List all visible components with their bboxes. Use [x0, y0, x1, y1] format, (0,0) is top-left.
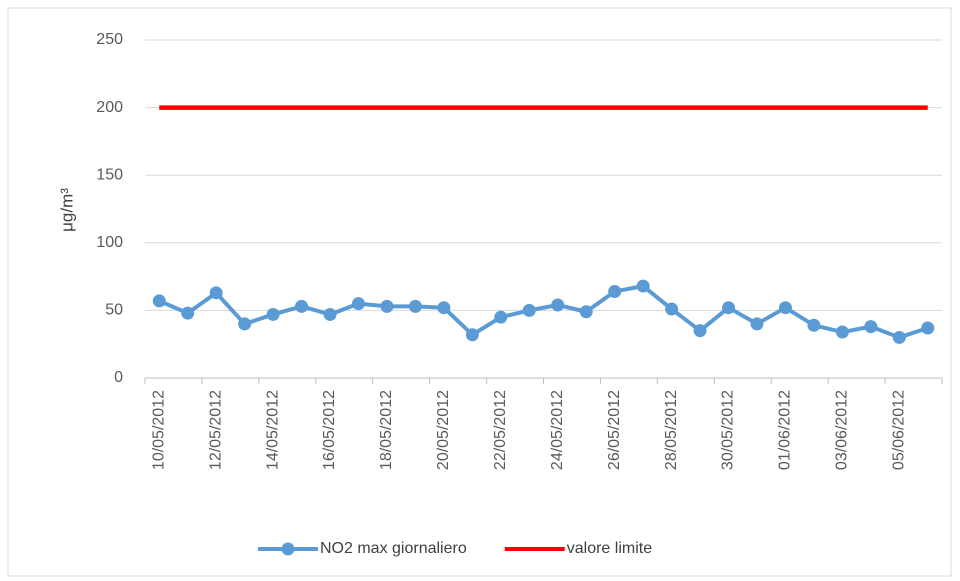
point: [835, 325, 849, 339]
point: [608, 284, 622, 298]
point: [921, 321, 935, 335]
point: [465, 328, 479, 342]
x-tick-label: 14/05/2012: [264, 390, 281, 470]
x-tick-label: 01/06/2012: [777, 390, 794, 470]
y-tick-label: 100: [96, 234, 123, 251]
point: [380, 299, 394, 313]
point: [636, 279, 650, 293]
point: [209, 286, 223, 300]
point: [295, 299, 309, 313]
point: [323, 307, 337, 321]
legend-label: NO2 max giornaliero: [320, 540, 467, 557]
point: [750, 317, 764, 331]
point: [778, 301, 792, 315]
x-tick-label: 10/05/2012: [150, 390, 167, 470]
point: [181, 306, 195, 320]
x-tick-label: 20/05/2012: [435, 390, 452, 470]
point: [693, 324, 707, 338]
x-tick-label: 22/05/2012: [492, 390, 509, 470]
point: [892, 330, 906, 344]
point: [665, 302, 679, 316]
point: [266, 307, 280, 321]
y-axis-title: μg/m³: [57, 188, 76, 232]
chart-frame: [7, 7, 952, 577]
point: [864, 320, 878, 334]
point: [152, 294, 166, 308]
x-tick-label: 03/06/2012: [834, 390, 851, 470]
y-tick-label: 200: [96, 99, 123, 116]
legend-label: valore limite: [567, 540, 652, 557]
point: [579, 305, 593, 319]
point: [522, 303, 536, 317]
x-tick-label: 30/05/2012: [720, 390, 737, 470]
y-tick-label: 50: [105, 302, 123, 319]
x-tick-label: 28/05/2012: [663, 390, 680, 470]
point: [437, 301, 451, 315]
line: [158, 284, 929, 340]
y-tick-label: 250: [96, 31, 123, 48]
point: [807, 318, 821, 332]
x-tick-label: 26/05/2012: [606, 390, 623, 470]
x-tick-label: 18/05/2012: [378, 390, 395, 470]
point: [408, 299, 422, 313]
point: [238, 317, 252, 331]
y-tick-label: 0: [114, 369, 123, 386]
legend-marker: [281, 542, 295, 556]
x-tick-label: 24/05/2012: [549, 390, 566, 470]
point: [722, 301, 736, 315]
point: [494, 310, 508, 324]
x-tick-label: 05/06/2012: [891, 390, 908, 470]
x-tick-label: 16/05/2012: [321, 390, 338, 470]
x-tick-label: 12/05/2012: [207, 390, 224, 470]
point: [351, 297, 365, 311]
y-tick-label: 150: [96, 166, 123, 183]
point: [551, 298, 565, 312]
